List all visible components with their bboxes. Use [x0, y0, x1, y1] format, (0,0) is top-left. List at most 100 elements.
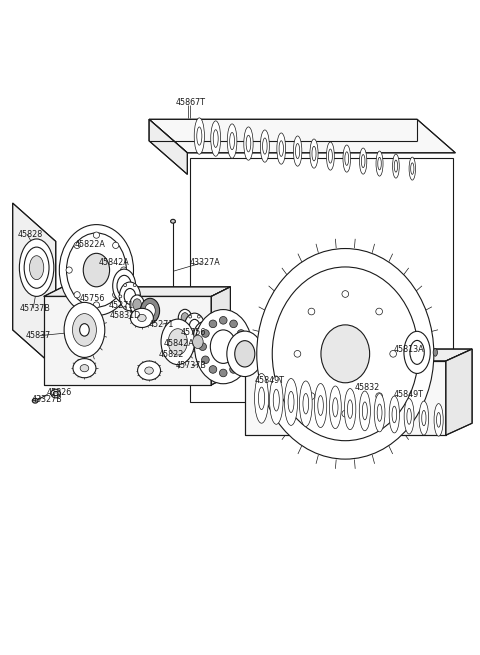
Ellipse shape: [273, 389, 279, 411]
Circle shape: [197, 315, 200, 318]
Text: 45813A: 45813A: [393, 345, 424, 354]
Text: 45826: 45826: [46, 388, 72, 397]
Ellipse shape: [53, 392, 58, 396]
Circle shape: [202, 329, 209, 337]
Ellipse shape: [285, 379, 298, 425]
Circle shape: [230, 365, 238, 373]
Circle shape: [219, 316, 227, 324]
Ellipse shape: [133, 299, 142, 310]
Ellipse shape: [328, 149, 332, 163]
Ellipse shape: [410, 341, 424, 364]
Ellipse shape: [314, 383, 327, 428]
Ellipse shape: [198, 328, 210, 345]
Ellipse shape: [145, 367, 154, 374]
Ellipse shape: [312, 146, 316, 161]
Text: 45831D: 45831D: [110, 311, 141, 320]
Circle shape: [219, 369, 227, 377]
Ellipse shape: [258, 387, 264, 409]
Ellipse shape: [434, 403, 443, 436]
Circle shape: [184, 325, 187, 328]
Circle shape: [237, 356, 245, 364]
Circle shape: [237, 329, 245, 337]
Circle shape: [124, 284, 127, 287]
Circle shape: [197, 335, 200, 338]
Circle shape: [202, 325, 204, 328]
Text: 45756: 45756: [180, 328, 205, 337]
Ellipse shape: [181, 312, 189, 323]
Ellipse shape: [392, 406, 396, 422]
Ellipse shape: [189, 320, 200, 333]
Ellipse shape: [407, 408, 411, 424]
Ellipse shape: [303, 394, 309, 414]
Ellipse shape: [300, 381, 312, 426]
Ellipse shape: [360, 148, 367, 174]
Polygon shape: [44, 297, 211, 385]
Ellipse shape: [29, 255, 44, 280]
Text: 45832: 45832: [355, 383, 380, 392]
Ellipse shape: [193, 322, 215, 350]
Ellipse shape: [377, 404, 382, 421]
Ellipse shape: [277, 133, 286, 164]
Ellipse shape: [344, 388, 356, 430]
Ellipse shape: [210, 330, 236, 364]
Ellipse shape: [433, 348, 437, 356]
Ellipse shape: [51, 389, 60, 398]
Circle shape: [93, 232, 99, 238]
Ellipse shape: [272, 267, 419, 441]
Text: 45737B: 45737B: [175, 362, 206, 370]
Ellipse shape: [124, 288, 136, 305]
Ellipse shape: [326, 142, 335, 170]
Ellipse shape: [376, 151, 383, 176]
Circle shape: [199, 343, 206, 350]
Ellipse shape: [194, 118, 204, 154]
Text: 45867T: 45867T: [175, 98, 205, 107]
Circle shape: [342, 291, 348, 297]
Ellipse shape: [378, 157, 381, 170]
Circle shape: [119, 295, 122, 298]
Ellipse shape: [329, 386, 341, 428]
Ellipse shape: [321, 325, 370, 383]
Circle shape: [120, 267, 127, 273]
Ellipse shape: [130, 295, 144, 314]
Ellipse shape: [246, 135, 251, 152]
Ellipse shape: [120, 282, 141, 310]
Ellipse shape: [197, 127, 202, 145]
Ellipse shape: [170, 219, 175, 223]
Polygon shape: [211, 287, 230, 385]
Polygon shape: [149, 119, 187, 174]
Ellipse shape: [213, 130, 218, 147]
Ellipse shape: [211, 121, 221, 157]
Circle shape: [113, 242, 119, 248]
Ellipse shape: [257, 248, 434, 459]
Circle shape: [376, 308, 383, 315]
Ellipse shape: [361, 155, 365, 168]
Text: 43327A: 43327A: [190, 258, 220, 267]
Circle shape: [308, 393, 315, 400]
Text: 45822: 45822: [158, 350, 184, 360]
Ellipse shape: [422, 411, 426, 426]
Ellipse shape: [310, 139, 318, 168]
Text: 45849T: 45849T: [393, 390, 423, 399]
Circle shape: [209, 320, 217, 328]
Circle shape: [93, 302, 99, 308]
Text: 45271: 45271: [149, 320, 174, 329]
Circle shape: [138, 295, 141, 298]
Ellipse shape: [178, 309, 192, 327]
Ellipse shape: [343, 145, 350, 172]
Ellipse shape: [80, 365, 89, 372]
Ellipse shape: [263, 138, 267, 154]
Circle shape: [342, 410, 348, 417]
Ellipse shape: [141, 298, 159, 323]
Text: 45756: 45756: [80, 294, 105, 303]
Circle shape: [294, 350, 301, 357]
Ellipse shape: [409, 157, 416, 180]
Ellipse shape: [67, 233, 126, 307]
Ellipse shape: [374, 394, 385, 432]
Ellipse shape: [333, 398, 338, 417]
Text: 45271: 45271: [108, 301, 134, 310]
Ellipse shape: [389, 396, 399, 433]
Ellipse shape: [80, 324, 89, 336]
Ellipse shape: [411, 163, 414, 174]
Ellipse shape: [138, 361, 160, 380]
Ellipse shape: [227, 331, 263, 377]
